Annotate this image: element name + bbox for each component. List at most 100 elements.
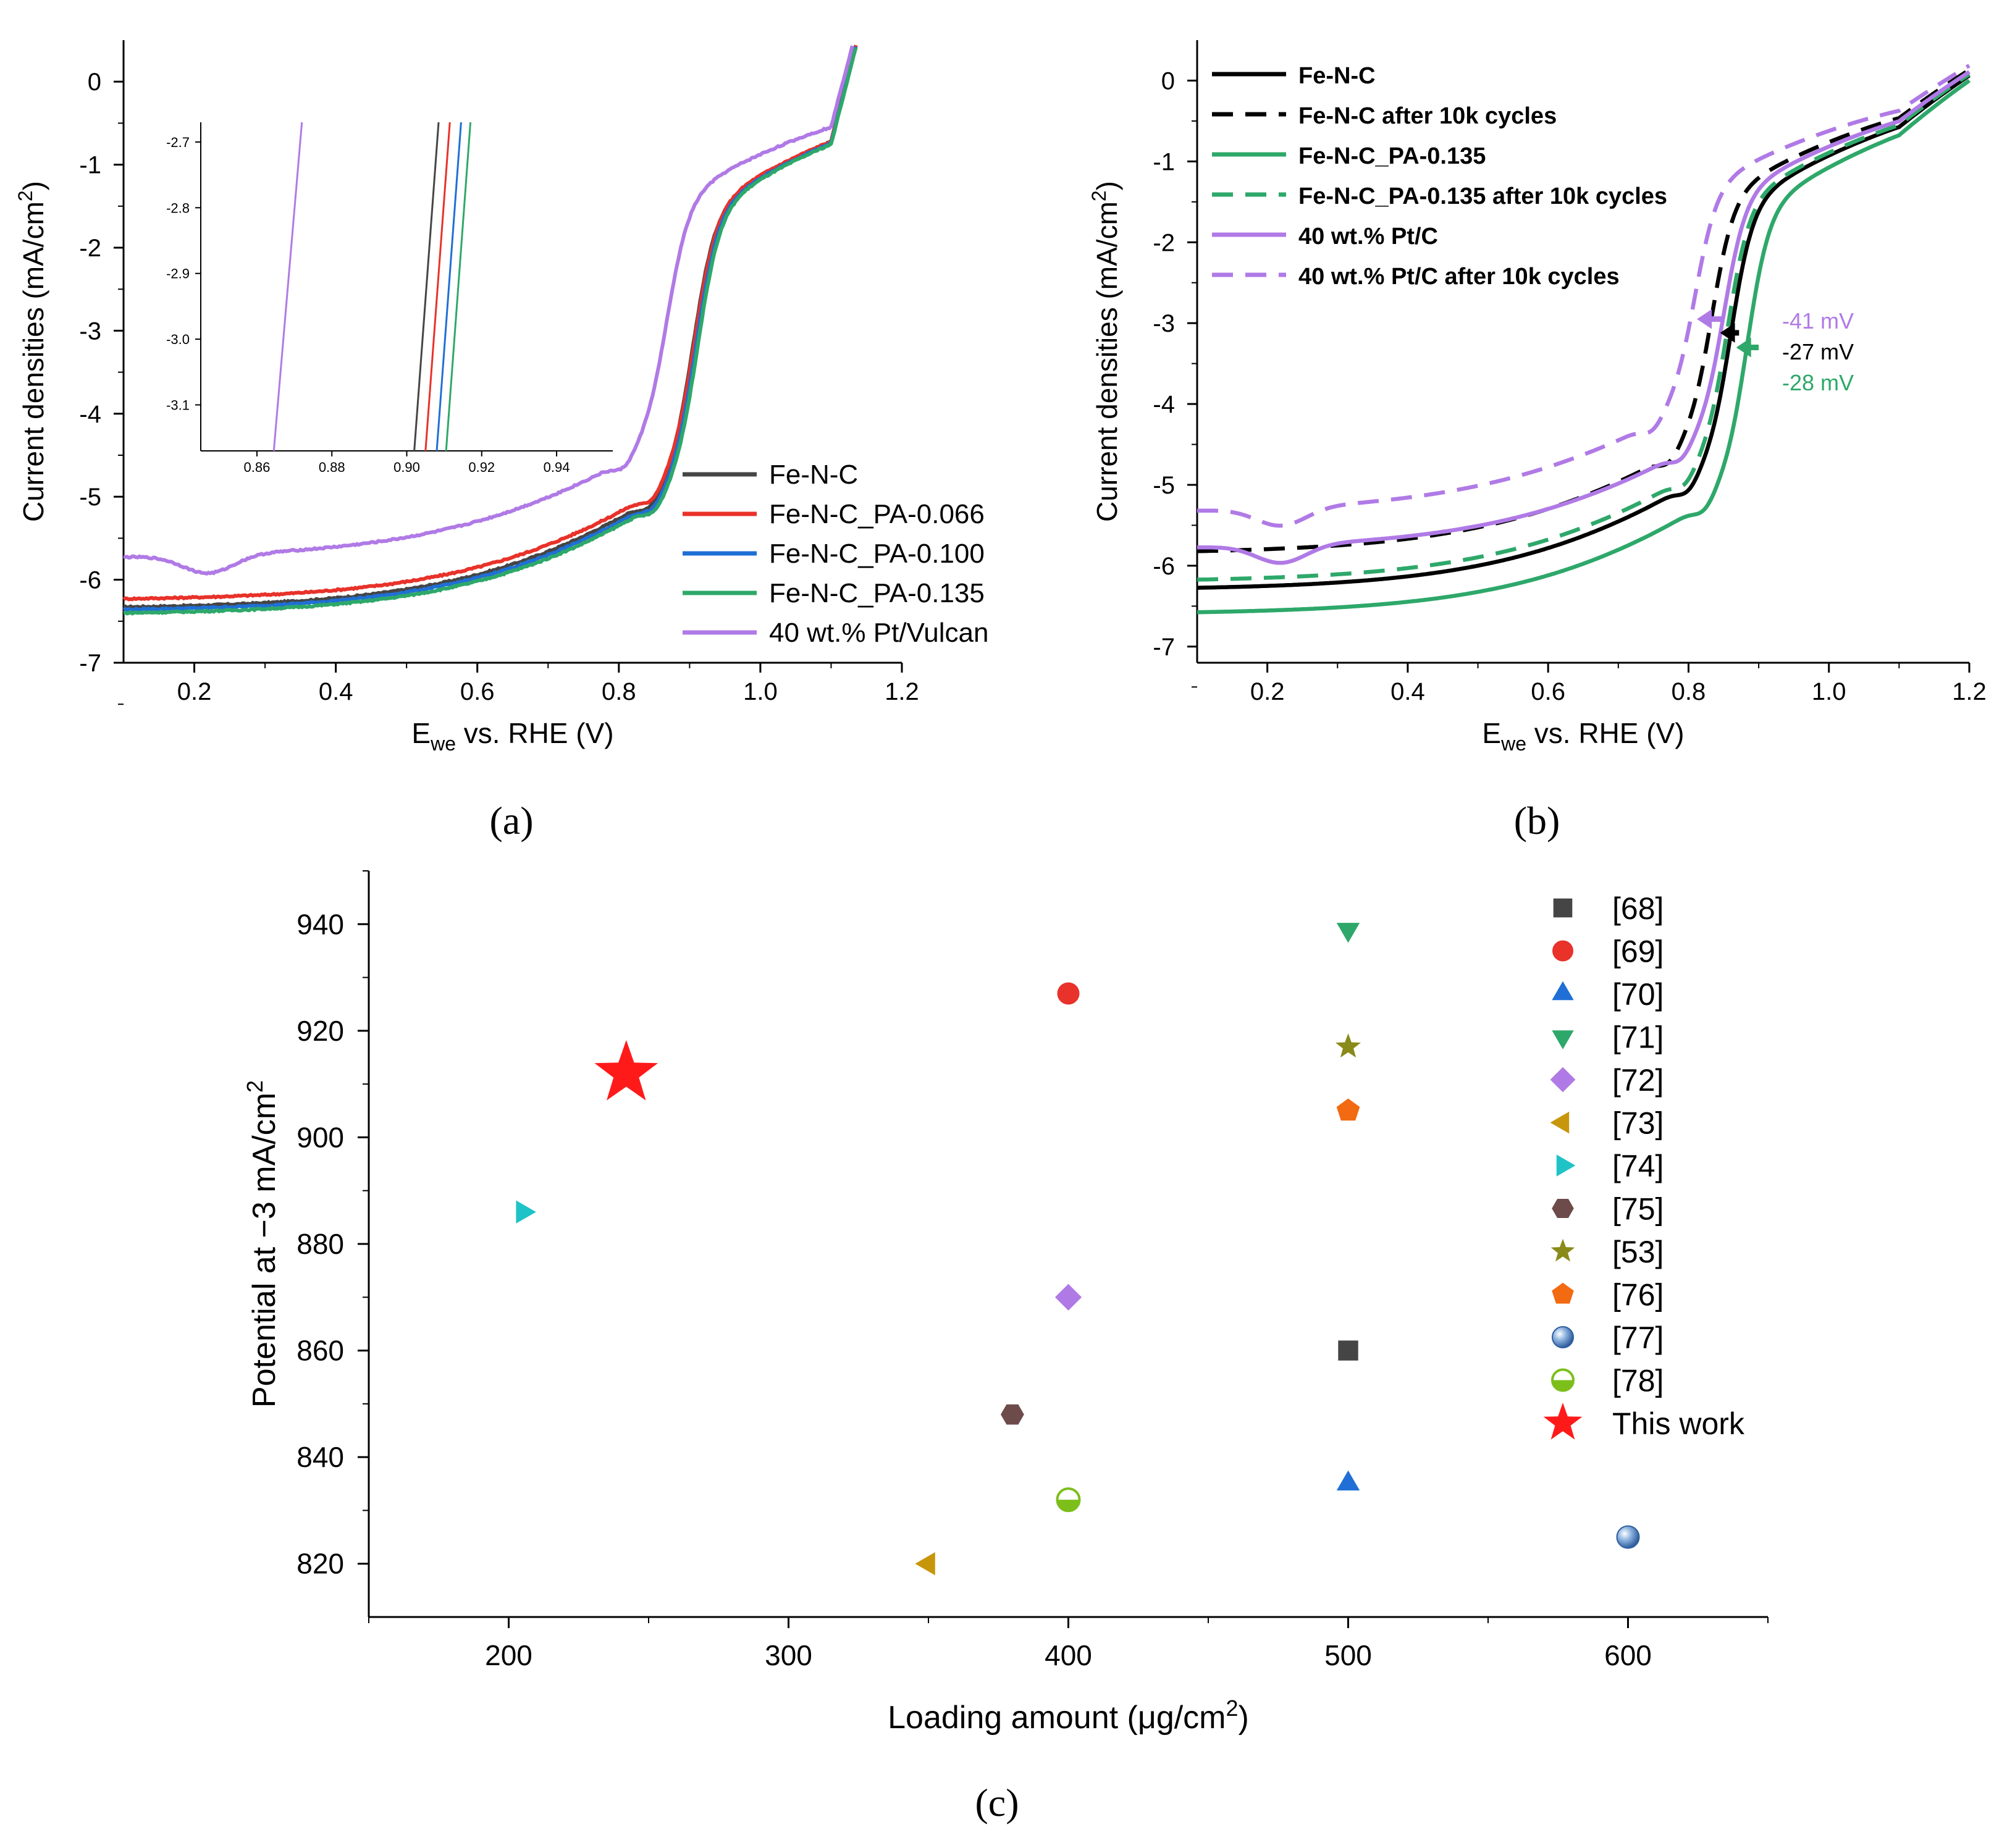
y-axis-label-end: ) [17, 181, 49, 190]
data-point-11 [1616, 1525, 1640, 1549]
y-tick-label: -3 [1153, 310, 1175, 337]
legend-label-10: [76] [1612, 1278, 1664, 1312]
inset-line-3 [424, 122, 451, 452]
inset-x-tick-label: 0.94 [544, 460, 570, 475]
legend-label-8: [75] [1612, 1192, 1664, 1227]
y-tick-label: -7 [1153, 634, 1175, 661]
legend-marker-9 [1550, 1238, 1575, 1262]
y-tick-label: -6 [79, 567, 101, 594]
panel-a: 0.2 0.4 0.6 0.8 1.0 1.2 0 -1 -2 -3 -4 -5 -6 -7 Ewe vs.… [14, 40, 988, 842]
data-point-9 [1336, 1033, 1361, 1058]
data-point-12-fill [1057, 1500, 1080, 1511]
y-tick-label: -4 [1153, 391, 1175, 418]
x-tick-label: 0.8 [1672, 678, 1706, 705]
legend-marker-10 [1552, 1282, 1574, 1304]
legend-marker-6 [1550, 1111, 1570, 1134]
y-axis-label: Potential at −3 mA/cm2 [242, 1080, 282, 1408]
panel-b: 0.2 0.4 0.6 0.8 1.0 1.2 0 -1 -2 -3 -4 -5 -6 -7 Ewe vs.… [1088, 40, 1987, 842]
legend-label-4: Fe-N-C_PA-0.135 [769, 578, 985, 608]
series-line-5 [1197, 70, 1971, 565]
inset-x-tick-label: 0.86 [244, 460, 271, 475]
inset-y-tick-label: -2.9 [166, 266, 190, 282]
y-tick-label: -2 [79, 235, 101, 262]
x-tick-label: 0.6 [1531, 678, 1565, 705]
y-tick-label: -1 [1153, 148, 1175, 175]
inset-y-tick-label: -3.0 [166, 332, 190, 347]
panel-label-a: (a) [489, 799, 533, 842]
x-tick-label: 1.0 [743, 678, 778, 705]
data-point-13 [594, 1040, 658, 1101]
annotation-fenc: -27 mV [1782, 339, 1854, 364]
inset-line-4 [435, 122, 462, 452]
x-tick-label: 0.8 [602, 678, 636, 705]
series-line-4 [123, 47, 858, 616]
annotation-pa: -28 mV [1782, 370, 1854, 395]
x-axis-label-rest: vs. RHE (V) [456, 717, 614, 749]
legend-label-1: Fe-N-C [1298, 63, 1376, 89]
y-axis-label-main: Potential at −3 mA/cm [246, 1093, 282, 1408]
x-axis-label-main: Loading amount (μg/cm [888, 1700, 1226, 1736]
legend-marker-2 [1552, 940, 1573, 962]
inset-line-2 [413, 122, 440, 452]
x-tick-label: 0.4 [319, 678, 353, 705]
series-line-1 [1197, 74, 1971, 590]
legend-label-11: [77] [1612, 1321, 1664, 1355]
legend-label-2: Fe-N-C_PA-0.066 [769, 499, 985, 529]
x-tick-label: 500 [1324, 1639, 1372, 1671]
data-point-8 [1001, 1404, 1024, 1425]
legend-marker-1 [1553, 898, 1573, 918]
y-tick-label: -3 [79, 317, 101, 345]
shift-arrow-head-2 [1720, 322, 1735, 343]
legend-marker-4 [1552, 1030, 1574, 1049]
y-axis-label: Current densities (mA/cm2) [14, 181, 49, 522]
series-line-3 [123, 46, 858, 613]
legend-marker-3 [1552, 981, 1574, 1001]
inset-x-tick-label: 0.92 [468, 460, 495, 475]
y-tick-label: -6 [1153, 553, 1175, 580]
legend-label-2: [69] [1612, 934, 1664, 969]
inset-line-5 [445, 122, 472, 452]
legend-label-1: Fe-N-C [769, 460, 858, 490]
y-tick-label: 820 [297, 1548, 344, 1580]
legend-marker-12-fill [1552, 1380, 1573, 1391]
y-axis-label-main: Current densities (mA/cm [1091, 201, 1123, 522]
y-tick-label: 920 [297, 1015, 344, 1047]
legend-label-13: This work [1612, 1406, 1745, 1441]
y-tick-label: 940 [297, 908, 344, 940]
x-tick-label: 600 [1604, 1639, 1652, 1671]
series-line-2 [1197, 68, 1971, 553]
y-tick-label: -2 [1153, 229, 1175, 256]
y-tick-label: -5 [79, 484, 101, 511]
legend-label-3: Fe-N-C_PA-0.135 [1298, 143, 1486, 169]
y-tick-label: -1 [79, 152, 101, 179]
x-tick-label: 1.0 [1812, 678, 1846, 705]
inset-y-tick-label: -2.8 [166, 200, 190, 216]
legend-marker-8 [1552, 1199, 1574, 1218]
x-tick-label: 300 [765, 1639, 812, 1671]
y-tick-label: 880 [297, 1228, 344, 1260]
legend-label-4: [71] [1612, 1020, 1664, 1055]
shift-arrow-head-1 [1697, 309, 1712, 329]
legend-marker-5 [1550, 1067, 1576, 1093]
x-tick-label: 0.4 [1390, 678, 1425, 705]
legend-label-2: Fe-N-C after 10k cycles [1298, 103, 1557, 129]
x-tick-label: 0.2 [1250, 678, 1285, 705]
legend-marker-11 [1552, 1326, 1574, 1348]
x-tick-label: 0.2 [177, 678, 212, 705]
inset-line-1 [272, 122, 303, 452]
x-axis-label: Ewe vs. RHE (V) [411, 717, 613, 755]
panel-label-c: (c) [975, 1781, 1019, 1825]
inset-x-tick-label: 0.88 [319, 460, 345, 475]
x-axis-label: Loading amount (μg/cm2) [888, 1695, 1249, 1736]
x-axis-label-end: ) [1239, 1700, 1249, 1736]
x-axis-label-sup: 2 [1226, 1695, 1239, 1721]
x-tick-label: 200 [485, 1639, 532, 1671]
data-point-1 [1338, 1340, 1358, 1361]
y-tick-label: -4 [79, 401, 101, 428]
legend-label-4: Fe-N-C_PA-0.135 after 10k cycles [1298, 183, 1667, 209]
series-line-3 [1197, 78, 1971, 615]
data-point-3 [1336, 1470, 1360, 1491]
inset-y-tick-label: -3.1 [166, 398, 190, 413]
data-point-10 [1336, 1098, 1360, 1121]
